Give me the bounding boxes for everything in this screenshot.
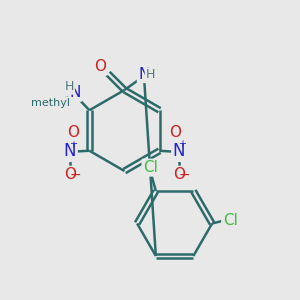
Text: −: − (70, 168, 81, 182)
Text: O: O (169, 125, 181, 140)
Text: O: O (173, 167, 185, 182)
Text: H: H (64, 80, 74, 93)
Text: −: − (179, 168, 190, 182)
Text: Cl: Cl (223, 213, 238, 228)
Text: +: + (69, 140, 77, 149)
Text: methyl: methyl (31, 98, 70, 108)
Text: N: N (69, 85, 81, 100)
Text: N: N (64, 142, 76, 160)
Text: +: + (178, 140, 186, 149)
Text: O: O (64, 167, 76, 182)
Text: N: N (138, 67, 150, 82)
Text: Cl: Cl (143, 160, 158, 175)
Text: O: O (94, 59, 106, 74)
Text: O: O (68, 125, 80, 140)
Text: N: N (173, 142, 185, 160)
Text: H: H (146, 68, 155, 82)
